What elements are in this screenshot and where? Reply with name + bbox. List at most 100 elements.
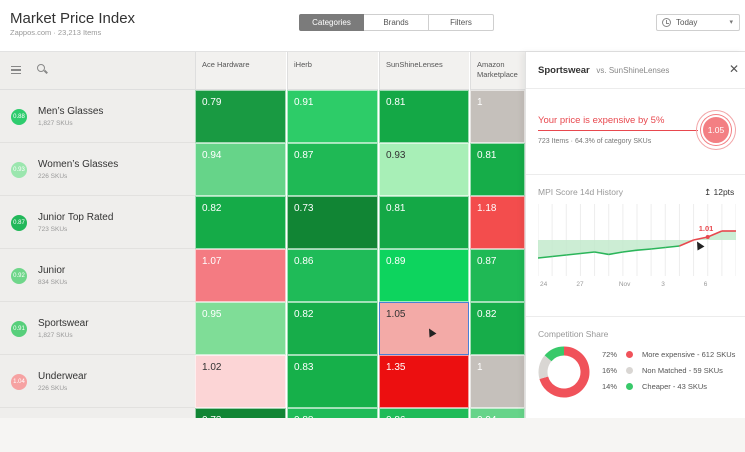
expensive-subtext: 723 Items · 64.3% of category SKUs bbox=[538, 138, 652, 145]
history-line-segment bbox=[651, 246, 666, 250]
history-delta: ↥ 12pts bbox=[704, 187, 735, 197]
grid-cell[interactable]: 0.79 bbox=[195, 90, 286, 143]
history-line-segment bbox=[608, 251, 623, 256]
panel-vs-retailer: vs. SunShineLenses bbox=[596, 66, 670, 75]
grid-cell[interactable]: 0.87 bbox=[287, 143, 378, 196]
tab-brands[interactable]: Brands bbox=[364, 14, 429, 31]
score-ring bbox=[696, 110, 736, 150]
category-row[interactable]: 0.91 Sportswear 1,827 SKUs bbox=[0, 302, 195, 355]
history-chart: 1.01 24 27 Nov 3 6 bbox=[538, 204, 736, 288]
history-line-segment bbox=[552, 254, 567, 258]
date-select-value: Today bbox=[676, 18, 698, 27]
divider bbox=[526, 174, 745, 175]
category-row[interactable] bbox=[0, 408, 195, 418]
category-list: 0.88 Men’s Glasses 1,827 SKUs 0.93 Women’s G… bbox=[0, 52, 195, 418]
history-area bbox=[538, 231, 736, 258]
tab-filters[interactable]: Filters bbox=[429, 14, 494, 31]
grid-cell[interactable]: 0.81 bbox=[470, 143, 525, 196]
legend-dot-icon bbox=[626, 383, 633, 390]
category-skus: 723 SKUs bbox=[38, 226, 68, 233]
close-icon[interactable]: ✕ bbox=[728, 62, 739, 76]
page-footer bbox=[0, 418, 745, 452]
x-tick-label: 27 bbox=[576, 281, 584, 288]
competition-donut bbox=[538, 346, 590, 398]
share-percent: 16% bbox=[602, 366, 618, 375]
grid-cell[interactable]: 0.89 bbox=[379, 249, 469, 302]
column-header[interactable]: Amazon Marketplace bbox=[470, 52, 525, 90]
grid-cell[interactable]: 0.82 bbox=[470, 302, 525, 355]
grid-cell[interactable]: 0.73 bbox=[287, 196, 378, 249]
donut-slice bbox=[544, 346, 565, 362]
grid-cell[interactable]: 1.05 bbox=[379, 302, 469, 355]
grid-cell[interactable]: 1 bbox=[470, 90, 525, 143]
category-row[interactable]: 0.93 Women’s Glasses 226 SKUs bbox=[0, 143, 195, 196]
share-label: Non Matched - 59 SKUs bbox=[642, 366, 723, 375]
chevron-down-icon: ▾ bbox=[729, 19, 733, 26]
view-tabs: Categories Brands Filters bbox=[299, 14, 494, 31]
category-skus: 1,827 SKUs bbox=[38, 332, 73, 339]
column-header[interactable]: SunShineLenses bbox=[379, 52, 469, 90]
history-line-segment bbox=[622, 249, 638, 253]
category-skus: 226 SKUs bbox=[38, 385, 68, 392]
column-header[interactable]: iHerb bbox=[287, 52, 378, 90]
grid-cell[interactable]: 1.07 bbox=[195, 249, 286, 302]
clock-icon bbox=[662, 18, 671, 27]
list-toolbar bbox=[0, 52, 195, 90]
divider bbox=[526, 88, 745, 89]
x-tick-label: 6 bbox=[704, 281, 708, 288]
grid-cell[interactable]: 0.91 bbox=[287, 90, 378, 143]
menu-icon[interactable] bbox=[11, 66, 21, 74]
score-badge: 1.05 bbox=[701, 115, 731, 145]
grid-cell[interactable]: 1.35 bbox=[379, 355, 469, 408]
grid-cell[interactable]: 0.86 bbox=[379, 408, 469, 418]
x-tick-label: 24 bbox=[540, 281, 548, 288]
panel-title: Sportswear vs. SunShineLenses bbox=[538, 65, 669, 76]
category-skus: 834 SKUs bbox=[38, 279, 68, 286]
share-label: More expensive - 612 SKUs bbox=[642, 350, 736, 359]
grid-cell[interactable]: 0.94 bbox=[195, 143, 286, 196]
category-skus: 226 SKUs bbox=[38, 173, 68, 180]
category-row[interactable]: 0.88 Men’s Glasses 1,827 SKUs bbox=[0, 90, 195, 143]
top-header: Market Price Index Zappos.com · 23,213 I… bbox=[0, 0, 745, 52]
grid-cell[interactable]: 0.93 bbox=[379, 143, 469, 196]
grid-cell[interactable]: 0.82 bbox=[287, 302, 378, 355]
grid-cell[interactable]: 0.88 bbox=[287, 408, 378, 418]
mpi-badge: 0.87 bbox=[11, 215, 27, 231]
share-percent: 72% bbox=[602, 350, 618, 359]
category-name: Sportswear bbox=[38, 318, 89, 329]
summary-underline bbox=[538, 130, 698, 131]
x-tick-label: Nov bbox=[619, 281, 631, 288]
tab-categories[interactable]: Categories bbox=[299, 14, 364, 31]
column-header[interactable]: Ace Hardware bbox=[195, 52, 286, 90]
history-line-segment bbox=[636, 248, 652, 251]
history-line-segment bbox=[580, 251, 595, 255]
category-row[interactable]: 1.04 Underwear 226 SKUs bbox=[0, 355, 195, 408]
grid-cell[interactable]: 0.82 bbox=[195, 196, 286, 249]
search-icon[interactable] bbox=[37, 64, 45, 72]
mpi-badge: 0.93 bbox=[11, 162, 27, 178]
grid-cell[interactable]: 1 bbox=[470, 355, 525, 408]
mpi-badge: 1.04 bbox=[11, 374, 27, 390]
grid-cell[interactable]: 0.81 bbox=[379, 196, 469, 249]
history-line-segment bbox=[707, 230, 723, 238]
grid-cell[interactable]: 0.81 bbox=[379, 90, 469, 143]
history-line-segment bbox=[538, 255, 553, 259]
category-row[interactable]: 0.87 Junior Top Rated 723 SKUs bbox=[0, 196, 195, 249]
page-title: Market Price Index bbox=[10, 10, 136, 27]
grid-cell[interactable]: 1.02 bbox=[195, 355, 286, 408]
category-row[interactable]: 0.92 Junior 834 SKUs bbox=[0, 249, 195, 302]
grid-cell[interactable]: 1.18 bbox=[470, 196, 525, 249]
category-name: Women’s Glasses bbox=[38, 159, 119, 170]
grid-cell[interactable]: 0.94 bbox=[470, 408, 525, 418]
grid-cell[interactable]: 0.86 bbox=[287, 249, 378, 302]
grid-cell[interactable]: 0.83 bbox=[287, 355, 378, 408]
competition-title: Competition Share bbox=[538, 329, 609, 339]
history-line-segment bbox=[566, 252, 581, 256]
date-select[interactable]: Today ▾ bbox=[656, 14, 740, 31]
grid-cell[interactable]: 0.87 bbox=[470, 249, 525, 302]
grid-cell[interactable]: 0.73 bbox=[195, 408, 286, 418]
grid-cell[interactable]: 0.95 bbox=[195, 302, 286, 355]
legend-dot-icon bbox=[626, 351, 633, 358]
panel-category: Sportswear bbox=[538, 65, 590, 76]
legend-dot-icon bbox=[626, 367, 633, 374]
